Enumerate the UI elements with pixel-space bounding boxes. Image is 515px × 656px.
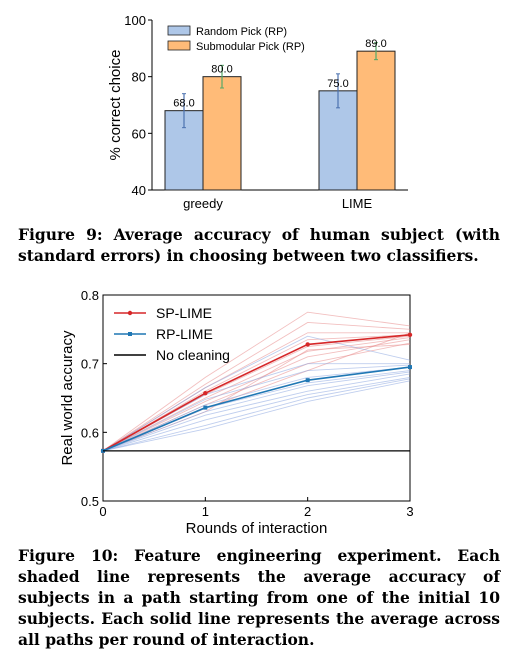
x-tick-label: 2 — [304, 504, 311, 519]
shaded-path-rp — [102, 335, 411, 452]
bar-value-label: 75.0 — [327, 78, 348, 90]
x-tick-label: greedy — [183, 196, 223, 211]
figure-10-chart: 0.5 0.6 0.7 0.8 0 1 2 3 Rounds of interaction Rea… — [59, 288, 414, 537]
legend-label: RP-LIME — [156, 326, 213, 342]
shaded-path-rp — [102, 371, 411, 452]
figure-9-chart: 40 60 80 100 % correct choice 68.0 80.0 greedy 7… — [107, 13, 408, 211]
x-tick-label: LIME — [342, 196, 373, 211]
bar — [356, 50, 396, 191]
y-axis-label: % correct choice — [107, 50, 124, 161]
y-tick-label: 40 — [132, 183, 146, 198]
series-line — [102, 334, 411, 452]
x-tick-label: 1 — [202, 504, 209, 519]
legend-swatch — [167, 25, 191, 36]
shaded-path-sp — [102, 337, 411, 452]
figure-10-caption: Figure 10: Feature engineering experimen… — [18, 546, 500, 649]
bar-value-label: 80.0 — [211, 64, 232, 76]
y-tick-label: 0.5 — [81, 494, 99, 509]
shaded-path-sp — [102, 311, 411, 452]
legend-label: SP-LIME — [156, 305, 212, 321]
x-tick-label: 0 — [99, 504, 106, 519]
plot-frame — [102, 294, 411, 502]
x-axis-label: Rounds of interaction — [186, 520, 328, 537]
x-tick-label: 3 — [406, 504, 413, 519]
legend-label: No cleaning — [156, 347, 230, 363]
shaded-path-rp — [102, 376, 411, 452]
shaded-path-rp — [102, 364, 411, 452]
data-point — [407, 332, 413, 338]
bar — [202, 76, 242, 191]
shaded-path-rp — [102, 373, 411, 452]
y-tick-label: 80 — [132, 70, 146, 85]
y-axis-label: Real world accuracy — [59, 330, 76, 466]
figure-9-caption: Figure 9: Average accuracy of human subj… — [18, 225, 500, 265]
shaded-path-rp — [102, 366, 411, 452]
shaded-path-rp — [102, 370, 411, 452]
data-point — [305, 378, 310, 383]
shaded-path-rp — [102, 380, 411, 452]
data-point — [203, 390, 208, 396]
y-tick-label: 100 — [124, 13, 146, 28]
series-line — [102, 366, 411, 452]
shaded-path-sp — [102, 322, 411, 452]
data-point — [203, 405, 208, 410]
y-tick-label: 0.7 — [81, 357, 99, 372]
bar-value-label: 89.0 — [365, 38, 386, 50]
legend-label: Random Pick (RP) — [196, 26, 287, 38]
legend-marker — [127, 310, 133, 316]
legend-swatch — [167, 40, 191, 51]
y-tick-label: 0.6 — [81, 425, 99, 440]
shaded-path-sp — [102, 334, 411, 452]
data-point — [408, 365, 412, 370]
data-point — [305, 342, 310, 347]
y-tick-label: 60 — [132, 126, 146, 141]
legend-marker — [128, 332, 132, 336]
legend-label: Submodular Pick (RP) — [196, 41, 305, 53]
y-tick-label: 0.8 — [81, 288, 99, 303]
bar-value-label: 68.0 — [173, 98, 194, 110]
shaded-path-rp — [102, 378, 411, 452]
